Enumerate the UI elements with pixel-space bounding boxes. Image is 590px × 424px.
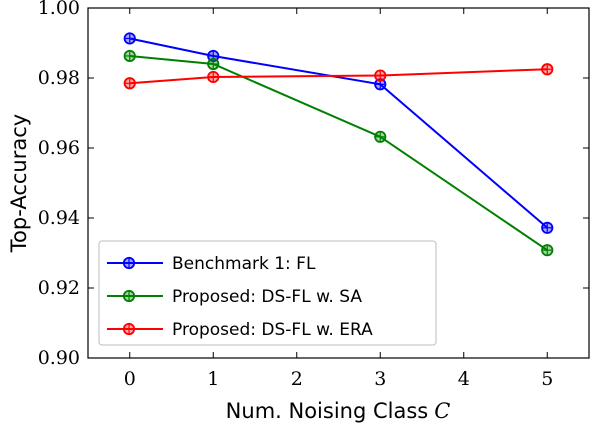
y-tick-label: 0.94	[38, 207, 80, 229]
data-point	[541, 221, 554, 234]
x-tick-label: 0	[124, 368, 136, 390]
y-axis-label: Top-Accuracy	[7, 114, 31, 253]
y-tick-label: 0.92	[38, 277, 80, 299]
series-benchmark-1-fl	[123, 32, 554, 234]
series-line	[129, 37, 548, 229]
x-axis-label: Num. Noising Class C	[226, 399, 451, 423]
legend-label: Proposed: DS-FL w. SA	[172, 287, 362, 307]
y-tick-label: 0.96	[38, 137, 80, 159]
series-proposed-ds-fl-w-era	[123, 63, 554, 90]
series-proposed-ds-fl-w-sa	[123, 49, 554, 257]
data-point	[207, 70, 220, 84]
data-point	[374, 130, 387, 143]
data-point	[374, 69, 387, 82]
series-line	[129, 55, 548, 252]
x-tick-label: 1	[207, 368, 219, 390]
legend-entry: Proposed: DS-FL w. ERA	[107, 320, 373, 340]
x-tick-label: 3	[374, 368, 386, 390]
series-line	[129, 68, 548, 85]
legend-items: Benchmark 1: FL Proposed: DS-FL w. SA Prop…	[107, 254, 373, 340]
legend-entry: Benchmark 1: FL	[107, 254, 316, 274]
data-point	[207, 57, 220, 71]
data-point	[541, 63, 554, 76]
ticks-layer: 0.90 0.92 0.94 0.96 0.98 1.00 0 1 2 3 4 5	[38, 0, 589, 390]
x-tick-label: 4	[458, 368, 470, 390]
legend-marker	[122, 322, 136, 336]
legend-label: Proposed: DS-FL w. ERA	[172, 320, 373, 340]
data-point	[541, 244, 554, 257]
series-layer	[123, 32, 554, 257]
y-tick-label: 0.98	[38, 67, 80, 89]
legend-label: Benchmark 1: FL	[172, 254, 316, 274]
x-tick-label: 5	[541, 368, 553, 390]
y-tick-label: 0.90	[38, 347, 80, 369]
legend-marker	[122, 256, 136, 270]
data-point	[123, 49, 136, 63]
legend-box	[98, 240, 437, 346]
x-tick-label: 2	[291, 368, 303, 390]
legend: Benchmark 1: FL Proposed: DS-FL w. SA Prop…	[98, 240, 437, 346]
legend-entry: Proposed: DS-FL w. SA	[107, 287, 362, 307]
y-tick-label: 1.00	[38, 0, 80, 19]
data-point	[123, 32, 136, 45]
x-axis-label-symbol: C	[434, 399, 450, 423]
x-axis-label-text: Num. Noising Class	[226, 399, 429, 423]
legend-marker	[122, 289, 136, 303]
plot-frame	[87, 7, 590, 359]
data-point	[123, 77, 136, 90]
